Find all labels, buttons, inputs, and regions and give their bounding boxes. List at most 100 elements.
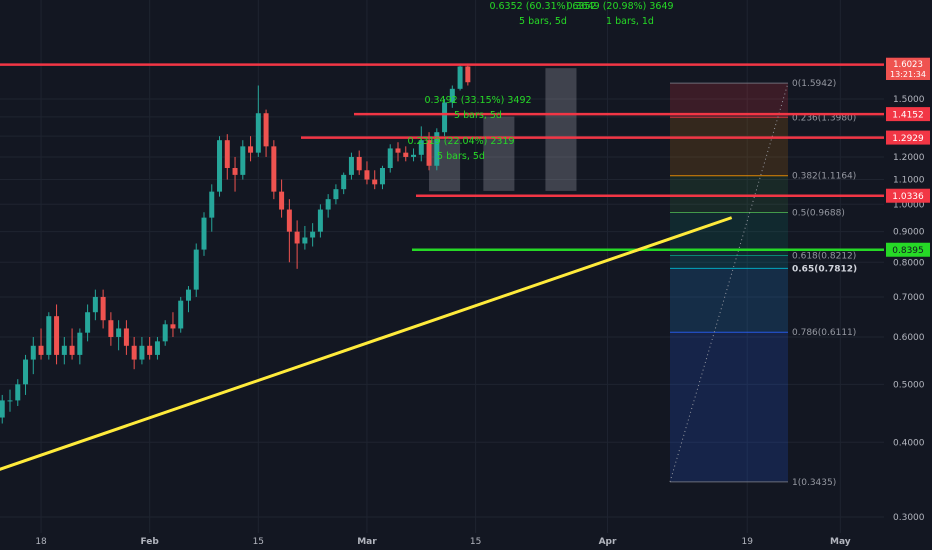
horizontal-levels[interactable]	[0, 63, 884, 251]
range-measure-bars: 1 bars, 1d	[606, 16, 654, 27]
candle-body	[23, 359, 29, 385]
fib-zone	[670, 83, 788, 118]
fib-zone	[670, 117, 788, 176]
price-tick-label: 1.1000	[893, 176, 925, 186]
candle-body	[418, 140, 424, 155]
candle-body	[271, 146, 277, 192]
candle-body	[108, 320, 114, 337]
current-price-value: 1.6023	[893, 60, 923, 70]
price-tick-label: 0.5000	[893, 380, 925, 390]
range-measure-bars: 5 bars, 5d	[519, 16, 567, 27]
candle-body	[403, 152, 409, 157]
candle-body	[449, 88, 455, 103]
time-tick-label: 15	[253, 537, 264, 547]
level-price-text: 1.4152	[892, 111, 924, 121]
current-price-box	[886, 58, 930, 80]
candle-body	[154, 341, 160, 355]
fibonacci-retracement[interactable]: 0(1.5942) 0.236(1.3980) 0.382(1.1164) 0.5(0…	[669, 79, 857, 488]
time-tick-label: Mar	[357, 537, 377, 547]
candle-body	[395, 148, 401, 153]
price-tick-label: 0.9000	[893, 228, 925, 238]
price-tick-label: 0.8000	[893, 258, 925, 268]
candle-body	[379, 168, 385, 185]
time-axis: 14202118Feb15Mar15Apr19May17	[35, 537, 851, 547]
candle-body	[38, 345, 44, 355]
candle-body	[85, 312, 91, 333]
candle-body	[457, 66, 463, 89]
candle-body	[411, 154, 417, 157]
fib-zone	[670, 175, 788, 213]
fib-level-label: 0.618(0.8212)	[792, 251, 856, 261]
level-price-box	[886, 188, 930, 203]
candle-body	[7, 400, 13, 402]
candle-body	[387, 148, 393, 169]
level-price-text: 0.8395	[892, 246, 924, 256]
candle-body	[217, 140, 223, 192]
current-price-label: 1.6023 13:21:34	[886, 58, 930, 80]
candle-body	[263, 113, 269, 147]
candle-body	[0, 400, 5, 418]
level-price-text: 1.0336	[892, 192, 924, 202]
fib-level-label: 0.382(1.1164)	[792, 172, 856, 182]
price-tick-label: 0.3000	[893, 513, 925, 523]
candle-body	[100, 296, 106, 321]
candle-body	[69, 345, 75, 355]
time-tick-label: 18	[35, 537, 47, 547]
fib-zone	[670, 255, 788, 269]
time-tick-label: 15	[470, 537, 481, 547]
level-price-text: 1.2929	[892, 134, 924, 144]
candle-body	[116, 328, 122, 337]
candle-body	[348, 156, 354, 175]
fib-zone	[670, 332, 788, 482]
candle-body	[232, 168, 238, 175]
time-axis-panel[interactable]	[0, 533, 884, 550]
time-tick-label: May	[830, 537, 851, 547]
fib-level-label: 0(1.5942)	[792, 79, 836, 89]
candle-body	[434, 132, 440, 166]
candle-body	[162, 324, 168, 342]
candlestick-series	[0, 63, 471, 424]
candle-body	[224, 140, 230, 169]
candle-body	[302, 237, 308, 244]
fib-zone	[670, 268, 788, 333]
range-boxes[interactable]	[429, 68, 577, 192]
level-price-box	[886, 130, 930, 145]
candle-body	[279, 191, 285, 210]
fib-level-label: 0.786(0.6111)	[792, 328, 856, 338]
price-tick-label: 1.2000	[893, 153, 925, 163]
range-measure-bars: 5 bars, 5d	[454, 110, 502, 121]
candle-body	[54, 316, 60, 355]
trendline[interactable]	[0, 216, 733, 485]
fib-level-label: 0.5(0.9688)	[792, 209, 845, 219]
range-measurement-labels: 0.2319 (22.04%) 2319 5 bars, 5d 0.3492 (33…	[407, 1, 673, 162]
candle-body	[372, 179, 378, 185]
candle-body	[201, 217, 207, 250]
candle-body	[139, 345, 145, 360]
candle-body	[364, 170, 370, 180]
candle-body	[77, 332, 83, 355]
price-tick-label: 0.4000	[893, 438, 925, 448]
candle-body	[317, 209, 323, 232]
candle-body	[92, 296, 98, 313]
fib-level-label: 0.65(0.7812)	[792, 264, 857, 274]
price-axis-panel[interactable]	[884, 0, 932, 550]
candle-body	[209, 191, 215, 218]
time-tick-label: Feb	[141, 537, 160, 547]
candle-body	[46, 316, 52, 355]
candle-body	[185, 289, 191, 301]
range-box	[429, 139, 461, 192]
bar-countdown: 13:21:34	[890, 70, 926, 79]
candle-body	[170, 324, 176, 329]
price-tick-label: 0.6000	[893, 333, 925, 343]
candle-body	[240, 146, 246, 175]
candle-body	[30, 345, 36, 360]
candle-body	[61, 345, 67, 355]
price-tick-label: 0.7000	[893, 293, 925, 303]
candle-body	[15, 384, 21, 401]
candle-body	[333, 189, 339, 200]
range-measure-value: 0.3492 (33.15%) 3492	[424, 95, 531, 106]
price-tick-label: 1.5000	[893, 95, 925, 105]
range-box	[483, 116, 515, 191]
range-box	[545, 68, 577, 191]
